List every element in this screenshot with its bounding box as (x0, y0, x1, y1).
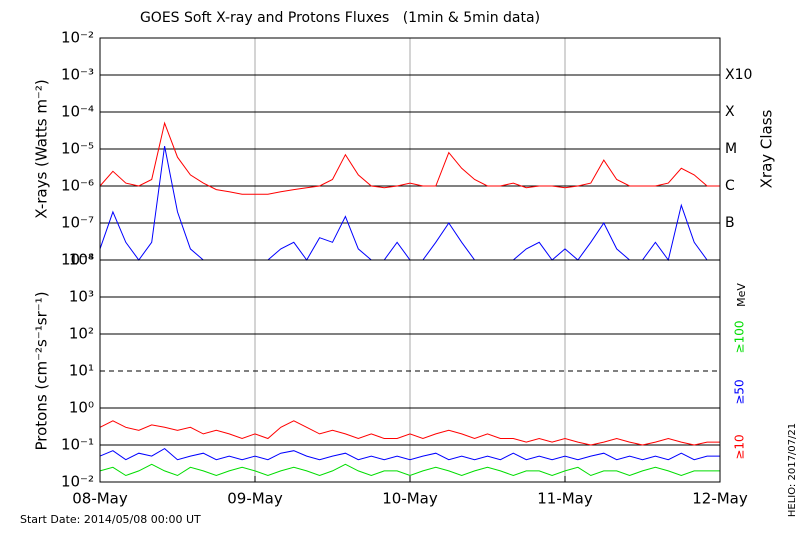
y-axis-label: Protons (cm⁻²s⁻¹sr⁻¹) (33, 291, 51, 450)
y2-axis-label: Xray Class (758, 109, 776, 188)
y-tick-label: 10⁴ (69, 251, 94, 269)
y2-tick-label: X10 (725, 67, 752, 83)
credit: HELIO: 2017/07/21 (787, 423, 798, 517)
legend-title: MeV (735, 283, 748, 307)
y-tick-label: 10⁻² (61, 29, 94, 47)
y-tick-label: 10³ (69, 288, 94, 306)
x-tick-label: 09-May (227, 490, 283, 508)
y-tick-label: 10⁻³ (61, 66, 94, 84)
series-line (99, 447, 720, 461)
legend-entry: ≥10 (733, 434, 747, 459)
legend-entry: ≥50 (733, 379, 747, 404)
legend-entry: ≥100 (733, 321, 747, 354)
y2-tick-label: C (725, 178, 735, 194)
x-tick-label: 12-May (692, 490, 748, 508)
y-tick-label: 10² (69, 325, 94, 343)
y-tick-label: 10⁻⁶ (61, 177, 94, 195)
x-tick-label: 10-May (382, 490, 438, 508)
y-tick-label: 10⁻⁴ (61, 103, 94, 121)
start-date: Start Date: 2014/05/08 00:00 UT (20, 513, 201, 526)
y-axis-label: X-rays (Watts m⁻²) (33, 79, 51, 218)
chart-title: GOES Soft X-ray and Protons Fluxes (1min… (140, 10, 540, 26)
y2-tick-label: X (725, 104, 735, 120)
y-tick-label: 10⁻¹ (61, 436, 94, 454)
y-tick-label: 10⁻⁵ (61, 140, 94, 158)
y-tick-label: 10⁻⁸ (61, 251, 94, 269)
y2-tick-label: B (725, 215, 735, 231)
y-tick-label: 10¹ (69, 362, 94, 380)
x-tick-label: 08-May (72, 490, 128, 508)
x-tick-label: 11-May (537, 490, 593, 508)
series-line (99, 420, 720, 446)
y-tick-label: 10⁰ (69, 399, 94, 417)
y2-tick-label: M (725, 141, 737, 157)
y-tick-label: 10⁻⁷ (61, 214, 94, 232)
series-line (99, 463, 720, 477)
y-tick-label: 10⁻² (61, 473, 94, 491)
series-line (99, 121, 720, 195)
